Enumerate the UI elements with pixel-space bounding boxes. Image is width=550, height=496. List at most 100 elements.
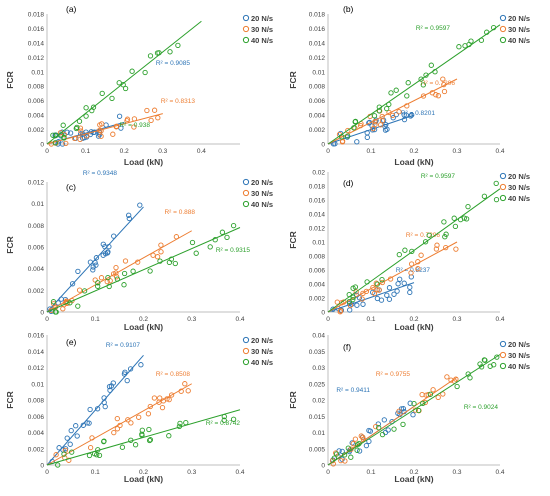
panel-label: (f) bbox=[343, 342, 351, 352]
data-point bbox=[76, 118, 83, 124]
data-point bbox=[477, 361, 483, 367]
data-point bbox=[93, 262, 99, 268]
data-point bbox=[96, 452, 103, 459]
data-point bbox=[428, 62, 434, 68]
data-point bbox=[84, 420, 90, 426]
chart-panel-6: 0 0.005 0.01 0.015 0.02 0.025 0.03 0.035 0.04 0 0.… bbox=[288, 333, 530, 485]
data-point bbox=[451, 215, 457, 221]
data-point bbox=[371, 290, 378, 297]
chart-panel-3: 0 0.002 0.004 0.006 0.008 0.01 0.012 0 0.1 0.2 0.3… bbox=[5, 170, 273, 332]
y-tick-label: 0.002 bbox=[28, 288, 45, 295]
data-point bbox=[353, 289, 359, 295]
y-tick-label: 0.002 bbox=[309, 127, 326, 134]
y-tick-label: 0.01 bbox=[31, 201, 44, 208]
data-point bbox=[125, 417, 131, 423]
x-tick-label: 0.1 bbox=[366, 148, 375, 155]
data-point bbox=[360, 434, 366, 441]
y-tick-label: 0.006 bbox=[28, 414, 45, 421]
data-point bbox=[130, 268, 136, 274]
data-point bbox=[418, 76, 424, 82]
r-squared-label: R² = 0.9597 bbox=[421, 173, 456, 180]
data-point bbox=[50, 132, 56, 138]
y-tick-label: 0.008 bbox=[28, 398, 45, 405]
y-tick-label: 0.02 bbox=[312, 398, 325, 405]
trend-line bbox=[46, 230, 192, 313]
y-tick-label: 0.03 bbox=[312, 365, 325, 372]
data-point bbox=[159, 404, 166, 411]
data-point bbox=[105, 274, 111, 281]
data-point bbox=[494, 354, 500, 360]
data-point bbox=[333, 451, 340, 457]
data-point bbox=[87, 444, 94, 451]
x-tick-label: 0.4 bbox=[235, 316, 244, 323]
data-point bbox=[148, 117, 154, 124]
data-point bbox=[90, 267, 96, 273]
y-tick-label: 0.012 bbox=[309, 226, 326, 233]
data-point bbox=[371, 113, 378, 119]
data-point bbox=[110, 131, 116, 137]
data-point bbox=[175, 42, 181, 49]
data-point bbox=[356, 295, 363, 301]
data-point bbox=[52, 309, 59, 315]
data-point bbox=[109, 95, 115, 102]
data-point bbox=[400, 421, 406, 428]
data-point bbox=[430, 387, 436, 393]
data-point bbox=[435, 394, 441, 401]
data-point bbox=[491, 362, 497, 368]
data-point bbox=[119, 444, 126, 450]
data-point bbox=[352, 284, 359, 290]
data-point bbox=[138, 362, 144, 368]
data-point bbox=[427, 391, 434, 397]
y-tick-label: 0.018 bbox=[309, 184, 326, 191]
data-point bbox=[64, 435, 70, 441]
data-point bbox=[482, 357, 488, 363]
data-point bbox=[443, 244, 449, 251]
data-point bbox=[442, 234, 448, 240]
x-axis-title: Load (kN) bbox=[124, 474, 163, 484]
y-axis-title: FCR bbox=[288, 71, 298, 88]
data-point bbox=[396, 109, 402, 115]
r-squared-label: R² = 0.9348 bbox=[83, 170, 118, 177]
x-tick-label: 0.4 bbox=[495, 316, 504, 323]
data-point bbox=[142, 69, 148, 76]
x-tick-label: 0.3 bbox=[452, 148, 461, 155]
data-point bbox=[434, 242, 440, 248]
trend-line bbox=[327, 188, 501, 313]
data-point bbox=[101, 399, 107, 406]
data-point bbox=[411, 400, 417, 407]
r-squared-label: R² = 0.9024 bbox=[464, 404, 499, 411]
data-point bbox=[385, 427, 391, 433]
y-tick-label: 0.014 bbox=[309, 40, 326, 47]
data-point bbox=[401, 280, 407, 286]
data-point bbox=[69, 449, 75, 455]
r-squared-label: R² = 0.938 bbox=[119, 122, 150, 129]
data-point bbox=[396, 408, 402, 414]
data-point bbox=[139, 427, 145, 433]
r-squared-label: R² = 0.9755 bbox=[376, 371, 411, 378]
data-point bbox=[370, 284, 376, 291]
data-point bbox=[396, 251, 402, 258]
data-point bbox=[114, 415, 120, 422]
data-point bbox=[463, 216, 470, 222]
data-point bbox=[384, 126, 390, 132]
data-point bbox=[100, 241, 106, 247]
x-tick-label: 0.4 bbox=[495, 469, 504, 476]
y-tick-label: 0.006 bbox=[309, 268, 326, 275]
data-point bbox=[87, 406, 93, 413]
r-squared-label: R² = 0.8508 bbox=[156, 371, 191, 378]
data-point bbox=[426, 232, 432, 238]
chart-panel-5: 0 0.002 0.004 0.006 0.008 0.01 0.012 0.014 0.016… bbox=[5, 333, 273, 485]
data-point bbox=[106, 383, 113, 390]
data-point bbox=[331, 455, 337, 461]
trend-line bbox=[46, 206, 144, 313]
legend-marker bbox=[499, 351, 507, 359]
data-point bbox=[136, 414, 142, 420]
legend-marker bbox=[499, 194, 507, 202]
data-point bbox=[121, 270, 128, 277]
data-point bbox=[168, 256, 175, 262]
y-tick-label: 0 bbox=[321, 310, 325, 317]
data-point bbox=[177, 420, 183, 427]
y-tick-label: 0.016 bbox=[309, 198, 326, 205]
y-tick-label: 0.008 bbox=[309, 254, 326, 261]
